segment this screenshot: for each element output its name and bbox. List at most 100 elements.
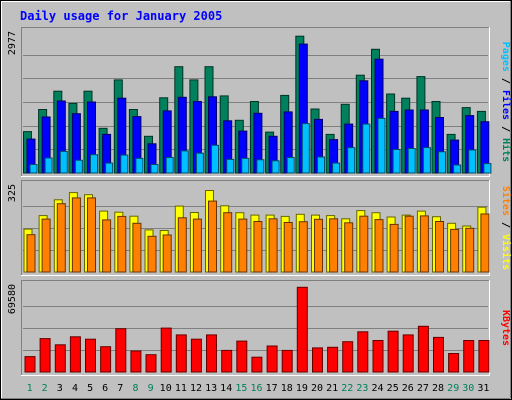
legend-files: Files [500, 90, 512, 120]
bar-sites-day-27 [419, 215, 429, 273]
x-tick-label-day-27: 27 [417, 383, 429, 394]
x-tick-label-day-2: 2 [42, 383, 48, 394]
legend-separator: / [500, 72, 511, 90]
bar-kbytes-day-10 [160, 327, 172, 373]
bar-sites-day-8 [132, 222, 142, 273]
x-tick-label-day-26: 26 [402, 383, 414, 394]
bar-pages-day-19 [301, 123, 310, 174]
x-tick-label-day-25: 25 [387, 383, 399, 394]
bar-kbytes-day-30 [463, 340, 475, 373]
legend-separator: / [500, 216, 511, 234]
panel-hits-files-pages: 2977 Pages / Files / Hits [7, 27, 512, 177]
bar-sites-day-24 [374, 219, 384, 273]
bar-kbytes-day-18 [281, 349, 293, 373]
x-tick-label-day-10: 10 [160, 383, 172, 394]
x-tick-label-day-18: 18 [281, 383, 293, 394]
y-axis-max-label: 69580 [7, 284, 18, 314]
x-tick-label-day-19: 19 [296, 383, 308, 394]
bar-kbytes-day-28 [433, 336, 444, 373]
bar-pages-day-27 [422, 147, 431, 174]
bar-sites-day-5 [87, 197, 96, 273]
x-tick-label-day-20: 20 [311, 383, 323, 394]
x-tick-label-day-31: 31 [477, 383, 489, 394]
bar-pages-day-28 [438, 151, 446, 174]
panel-legend: KBytes [500, 310, 511, 346]
bar-sites-day-28 [435, 221, 444, 273]
bar-sites-day-22 [344, 222, 354, 273]
bar-kbytes-day-9 [145, 354, 157, 373]
bar-sites-day-20 [314, 218, 323, 273]
bar-pages-day-20 [317, 156, 325, 174]
x-tick-label-day-15: 15 [235, 383, 247, 394]
panel-visits-sites: 325 Sites / Visits [7, 180, 512, 276]
bar-kbytes-day-31 [478, 340, 490, 373]
bar-sites-day-18 [283, 222, 293, 273]
x-tick-label-day-4: 4 [72, 383, 78, 394]
legend-pages: Pages [500, 42, 511, 72]
bar-pages-day-30 [468, 149, 477, 174]
bar-pages-day-17 [271, 160, 280, 174]
x-tick-label-day-24: 24 [371, 383, 383, 394]
bar-kbytes-day-19 [296, 286, 308, 373]
bar-pages-day-22 [347, 147, 356, 174]
x-tick-label-day-12: 12 [190, 383, 202, 394]
x-tick-label-day-6: 6 [102, 383, 108, 394]
x-tick-label-day-13: 13 [205, 383, 217, 394]
legend-sites: Sites [500, 186, 512, 216]
bar-kbytes-day-25 [387, 330, 399, 373]
bar-pages-day-1 [29, 164, 38, 174]
bar-sites-day-30 [465, 227, 475, 273]
y-axis-max-label: 325 [7, 184, 18, 202]
x-tick-label-day-3: 3 [57, 383, 63, 394]
bar-sites-day-17 [268, 218, 278, 273]
bar-kbytes-day-12 [190, 338, 202, 373]
bar-pages-day-11 [180, 150, 189, 174]
bar-sites-day-25 [389, 223, 399, 273]
bar-sites-day-7 [117, 215, 127, 273]
bar-pages-day-9 [150, 164, 159, 174]
bar-sites-day-29 [450, 228, 460, 273]
bar-sites-day-19 [298, 221, 308, 273]
bar-sites-day-2 [41, 218, 51, 273]
bar-kbytes-day-5 [85, 338, 96, 373]
bar-kbytes-day-20 [312, 347, 323, 373]
bar-pages-day-25 [392, 149, 401, 174]
panel-legend: Pages / Files / Hits [500, 42, 512, 162]
bar-pages-day-8 [135, 157, 144, 174]
bar-pages-day-23 [362, 123, 371, 174]
bar-sites-day-31 [480, 213, 490, 273]
bar-pages-day-14 [226, 158, 235, 174]
x-tick-label-day-16: 16 [250, 383, 262, 394]
bar-sites-day-16 [253, 221, 263, 273]
legend-kbytes: KBytes [500, 310, 511, 346]
x-tick-label-day-23: 23 [356, 383, 368, 394]
bar-kbytes-day-13 [206, 334, 217, 373]
bar-kbytes-day-16 [251, 356, 263, 373]
chart-panels: 2977 Pages / Files / Hits 325 Sites / Visit… [7, 27, 512, 376]
bar-pages-day-7 [120, 154, 129, 174]
bar-sites-day-11 [177, 217, 187, 273]
bar-sites-day-10 [162, 234, 172, 273]
chart-title: Daily usage for January 2005 [20, 9, 222, 23]
x-tick-label-day-22: 22 [341, 383, 353, 394]
bar-kbytes-day-8 [130, 350, 142, 373]
bar-kbytes-day-21 [327, 346, 339, 373]
bar-pages-day-31 [483, 163, 492, 174]
bar-sites-day-1 [26, 234, 36, 273]
bar-kbytes-day-26 [402, 334, 414, 373]
bar-sites-day-12 [192, 218, 202, 273]
bar-sites-day-14 [223, 212, 233, 273]
bar-sites-day-13 [208, 200, 217, 273]
bar-pages-day-3 [59, 150, 68, 174]
x-tick-label-day-21: 21 [326, 383, 338, 394]
bar-pages-day-12 [195, 152, 204, 174]
bar-kbytes-day-2 [39, 338, 51, 373]
bar-sites-day-4 [71, 197, 81, 273]
bar-kbytes-day-6 [100, 346, 112, 373]
x-tick-label-day-30: 30 [462, 383, 474, 394]
x-tick-label-day-8: 8 [132, 383, 138, 394]
bar-pages-day-2 [44, 157, 53, 174]
bar-kbytes-day-11 [175, 334, 187, 373]
bar-pages-day-24 [377, 117, 386, 174]
bar-pages-day-21 [332, 162, 341, 174]
